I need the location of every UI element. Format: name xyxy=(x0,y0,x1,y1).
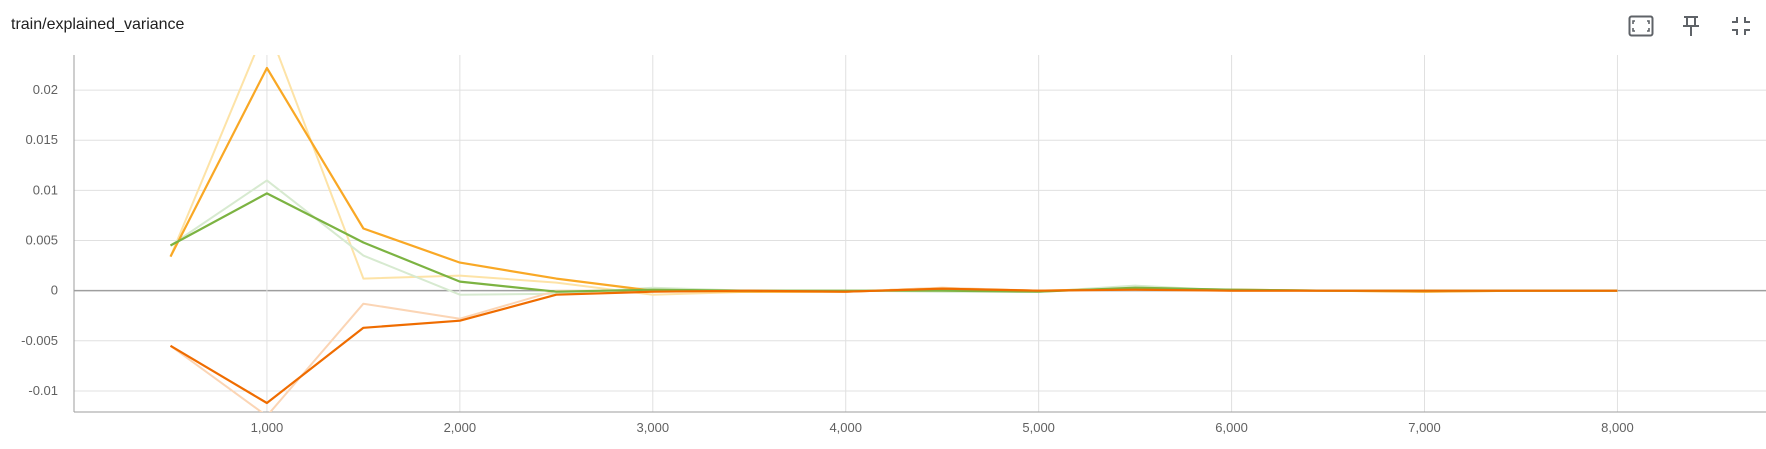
chart-toolbar xyxy=(1616,12,1766,40)
x-tick-label: 4,000 xyxy=(829,420,862,435)
pin-icon xyxy=(1683,16,1699,36)
y-tick-label: 0 xyxy=(51,283,58,298)
collapse-button[interactable] xyxy=(1716,12,1766,40)
series-0-line xyxy=(169,66,1618,293)
x-tick-label: 7,000 xyxy=(1408,420,1441,435)
fit-domain-icon xyxy=(1628,15,1654,37)
x-tick-label: 8,000 xyxy=(1601,420,1634,435)
pin-button[interactable] xyxy=(1666,12,1716,40)
y-tick-label: 0.005 xyxy=(25,233,58,248)
x-tick-label: 5,000 xyxy=(1022,420,1055,435)
series-0-raw-line xyxy=(169,55,1618,296)
series-2-line xyxy=(169,287,1618,405)
x-tick-label: 6,000 xyxy=(1215,420,1248,435)
collapse-icon xyxy=(1732,17,1750,35)
y-tick-label: 0.015 xyxy=(25,132,58,147)
x-tick-label: 1,000 xyxy=(251,420,284,435)
x-tick-label: 3,000 xyxy=(637,420,670,435)
series-2-raw-line xyxy=(169,286,1618,412)
y-tick-label: 0.02 xyxy=(33,82,58,97)
y-tick-label: 0.01 xyxy=(33,182,58,197)
x-tick-label: 2,000 xyxy=(444,420,477,435)
fit-domain-button[interactable] xyxy=(1616,12,1666,40)
y-tick-label: -0.005 xyxy=(21,333,58,348)
y-tick-label: -0.01 xyxy=(28,383,58,398)
chart-title: train/explained_variance xyxy=(11,16,185,33)
